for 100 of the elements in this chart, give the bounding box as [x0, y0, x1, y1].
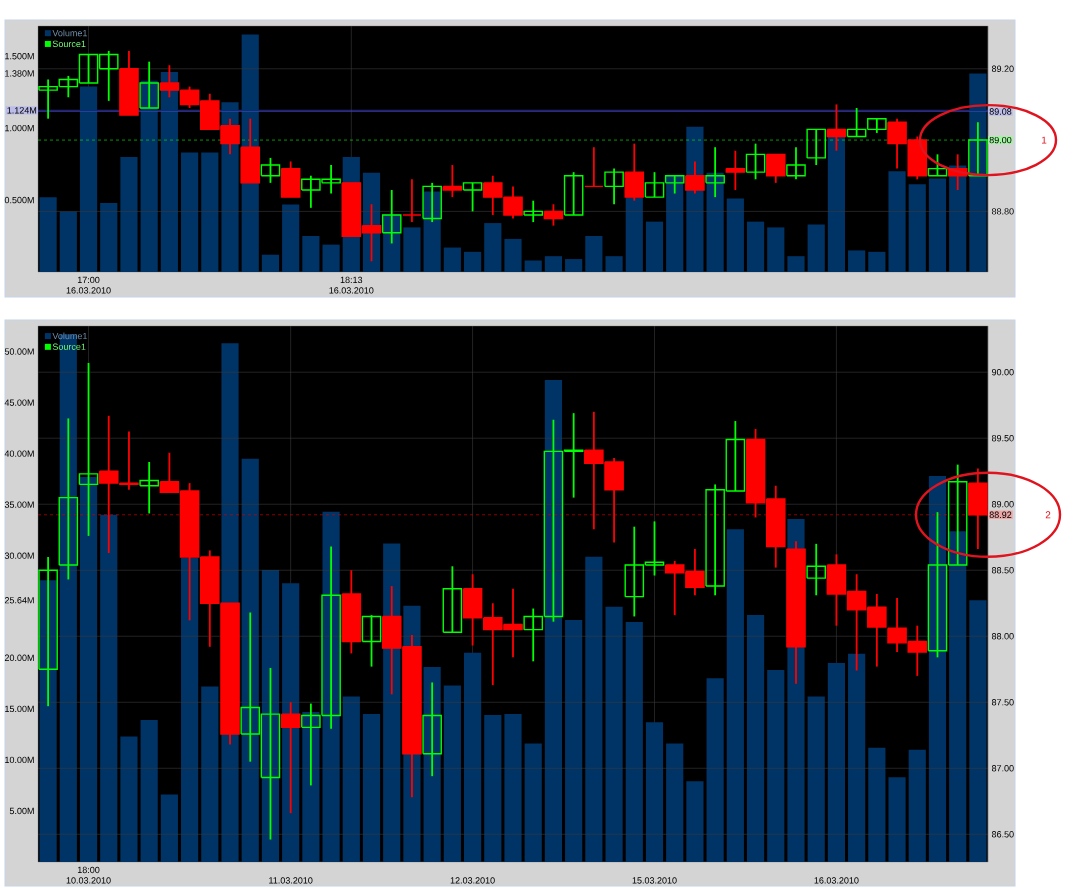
candlestick [745, 142, 766, 181]
bar [706, 172, 724, 272]
bar [686, 781, 704, 862]
candlestick [563, 171, 584, 216]
bar [625, 622, 643, 862]
bar [120, 736, 138, 862]
bar [241, 458, 259, 862]
y-tick-label: 1.500M [5, 53, 34, 60]
y-tick-label: 15.00M [5, 705, 34, 713]
bar [908, 749, 926, 862]
y2-tick-label: 88.00 [991, 633, 1014, 640]
bar [827, 662, 846, 862]
ref-line-label: 89.08 [989, 108, 1012, 115]
candlestick [927, 153, 948, 177]
bar [201, 152, 219, 272]
bar [160, 794, 178, 862]
y2-tick-label: 90.00 [991, 369, 1014, 376]
x-tick-label: 17:00 16.03.2010 [66, 276, 111, 294]
bar [807, 224, 825, 272]
candlestick [139, 60, 159, 109]
bar [645, 221, 664, 272]
bar [524, 743, 542, 862]
y-tick-label: 1.380M [5, 70, 34, 77]
bar [261, 570, 280, 862]
bar [605, 606, 623, 862]
bar [302, 236, 320, 272]
bar [160, 72, 178, 272]
bar [666, 175, 684, 272]
y-tick-label: 45.00M [4, 399, 34, 406]
y2-tick-label: 89.00 [991, 501, 1014, 508]
y-tick-label: 30.00M [4, 552, 34, 559]
bar [524, 260, 542, 272]
bar [645, 722, 664, 862]
bar [726, 529, 744, 862]
candlestick [442, 565, 463, 634]
candlestick [846, 107, 867, 138]
candlestick [806, 542, 826, 597]
ref-line-label: 88.92 [989, 511, 1012, 518]
bar [443, 685, 461, 862]
bar [565, 259, 583, 272]
x-tick-label: 18:00 10.03.2010 [66, 866, 111, 884]
bar [928, 178, 947, 272]
bar [605, 256, 623, 272]
candlestick [139, 461, 159, 515]
bar [140, 720, 158, 862]
bar [484, 223, 502, 272]
y2-tick-label: 87.50 [991, 699, 1014, 706]
bar [342, 696, 360, 862]
x-tick-label: 11.03.2010 [269, 877, 313, 884]
bar [848, 653, 866, 862]
y-tick-label: 0.500M [4, 196, 34, 204]
bar [100, 514, 118, 862]
bar [726, 198, 744, 272]
bar [79, 86, 98, 272]
x-tick-label: 15.03.2010 [632, 877, 677, 884]
y-tick-label: 50.00M [4, 348, 34, 355]
bar [767, 670, 785, 862]
legend-label: Volume1 [52, 29, 87, 37]
y-tick-label: 5.00M [9, 807, 34, 815]
bar [544, 256, 563, 272]
candlestick [361, 614, 382, 668]
bar [140, 80, 158, 272]
candlestick [806, 128, 826, 166]
bar [322, 511, 340, 862]
candlestick [968, 467, 988, 551]
bar [201, 686, 219, 862]
candlestick [786, 146, 806, 181]
bar [908, 184, 926, 272]
bar [181, 152, 199, 272]
y-tick-label: 20.00M [4, 654, 34, 661]
bar [282, 583, 300, 862]
x-tick-label: 16.03.2010 [814, 877, 859, 884]
candlestick [867, 117, 887, 134]
ref-line-label: 89.00 [989, 136, 1012, 144]
bar [322, 244, 340, 272]
bar [504, 238, 522, 272]
bar [746, 221, 765, 272]
bar [666, 743, 684, 862]
bar [403, 227, 421, 272]
bar [848, 250, 866, 272]
bar [443, 247, 461, 272]
legend-label: Volume1 [52, 332, 87, 340]
bar [39, 197, 57, 272]
bar [120, 156, 138, 272]
bar [888, 777, 906, 862]
bar [504, 713, 522, 862]
bar [807, 696, 825, 862]
text: 2 [1045, 511, 1051, 519]
bar [79, 477, 98, 862]
candlestick [968, 121, 988, 177]
candlestick [260, 157, 281, 184]
candlestick [462, 181, 483, 213]
candlestick [402, 178, 422, 223]
y-tick-label: 35.00M [4, 501, 34, 508]
candlestick [604, 167, 624, 206]
bar [544, 380, 563, 862]
y2-tick-label: 86.50 [991, 831, 1014, 838]
candlestick [685, 160, 705, 195]
candlestick [58, 417, 79, 581]
y-tick-label: 40.00M [4, 450, 34, 457]
